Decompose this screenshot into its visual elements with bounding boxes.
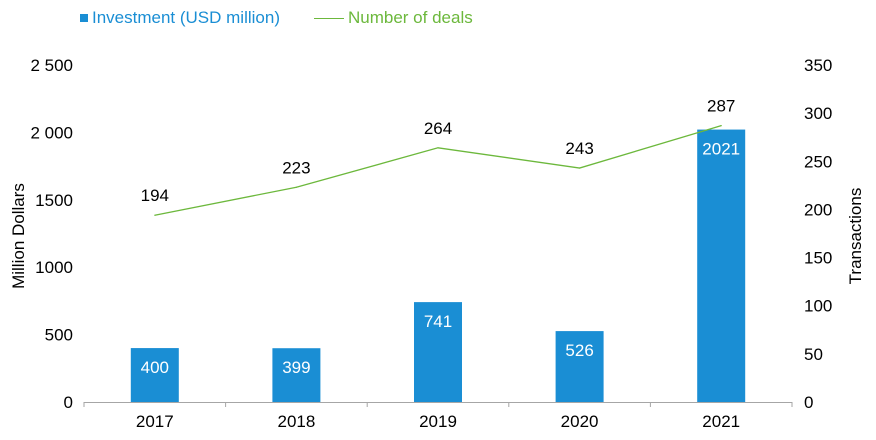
bar [555, 331, 604, 402]
y-tick-label-left: 1500 [35, 191, 73, 210]
x-tick-label: 2017 [136, 412, 174, 431]
y-tick-label-right: 300 [804, 104, 832, 123]
legend: Investment (USD million) Number of deals [80, 6, 507, 30]
line-point [720, 125, 722, 127]
bar [414, 302, 462, 402]
x-tick-label: 2019 [419, 412, 457, 431]
bar [130, 348, 179, 402]
legend-label-investment: Investment (USD million) [92, 8, 280, 27]
y-tick-label-right: 50 [804, 345, 823, 364]
y-tick-label-right: 150 [804, 249, 832, 268]
line-value-label: 264 [424, 119, 452, 138]
legend-label-deals: Number of deals [348, 8, 473, 27]
line-point [295, 186, 297, 188]
bars-group: 400 399 741 526 2021 [130, 129, 746, 402]
x-tick-label: 2018 [277, 412, 315, 431]
line-point [154, 214, 156, 216]
axes-group: 0 500 1000 1500 2 000 2 500 0 50 100 150 200 250 300… [30, 56, 832, 431]
bar-value-label: 526 [565, 341, 593, 360]
y-tick-label-left: 2 500 [30, 56, 73, 75]
bar-value-label: 741 [424, 312, 452, 331]
bar [272, 348, 321, 402]
line-point [437, 147, 439, 149]
y-tick-label-left: 1000 [35, 258, 73, 277]
x-tick-label: 2021 [702, 412, 740, 431]
y-tick-label-right: 350 [804, 56, 832, 75]
bar-value-label: 399 [282, 358, 310, 377]
legend-item-deals: Number of deals [314, 8, 473, 28]
y-tick-label-right: 100 [804, 297, 832, 316]
y-tick-label-left: 0 [64, 393, 73, 412]
line-value-label: 287 [707, 97, 735, 116]
line-value-label: 243 [565, 139, 593, 158]
y-tick-label-right: 0 [804, 393, 813, 412]
legend-bar-swatch [80, 14, 88, 22]
line-point [579, 167, 581, 169]
bar-value-label: 400 [141, 358, 169, 377]
line-value-label: 223 [282, 158, 310, 177]
legend-item-investment: Investment (USD million) [80, 8, 280, 28]
line-group: 194 223 264 243 287 [141, 97, 735, 216]
series-line-deals [154, 125, 722, 216]
legend-line-swatch [314, 17, 344, 19]
bar [697, 129, 746, 402]
line-value-label: 194 [141, 186, 169, 205]
x-tick-label: 2020 [561, 412, 599, 431]
y-axis-title-left: Million Dollars [9, 183, 28, 289]
bar-value-label: 2021 [702, 140, 740, 159]
y-tick-label-left: 500 [45, 326, 73, 345]
y-axis-title-right: Transactions [846, 188, 865, 285]
y-tick-label-left: 2 000 [30, 123, 73, 142]
y-tick-label-right: 250 [804, 152, 832, 171]
y-tick-label-right: 200 [804, 200, 832, 219]
